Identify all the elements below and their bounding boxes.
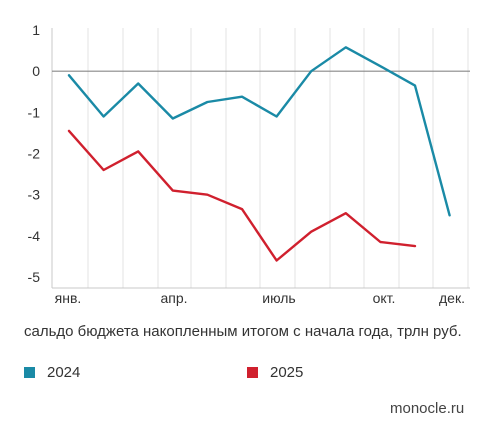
y-tick-label: -1 bbox=[28, 104, 41, 120]
legend-swatch-2025 bbox=[247, 367, 258, 378]
x-tick-label: дек. bbox=[439, 290, 465, 306]
legend-item-2025: 2025 bbox=[247, 364, 303, 381]
legend-label-2024: 2024 bbox=[47, 364, 81, 381]
legend-item-2024: 2024 bbox=[24, 364, 80, 381]
x-tick-labels: янв. апр. июль окт. дек. bbox=[55, 290, 465, 306]
x-tick-label: окт. bbox=[373, 290, 396, 306]
y-tick-label: -5 bbox=[28, 269, 41, 285]
line-chart: 1 0 -1 -2 -3 -4 -5 янв. апр. июль окт. дек. bbox=[28, 22, 470, 306]
y-tick-labels: 1 0 -1 -2 -3 -4 -5 bbox=[28, 22, 41, 285]
x-tick-label: апр. bbox=[160, 290, 187, 306]
y-tick-label: 0 bbox=[32, 63, 40, 79]
legend-label-2025: 2025 bbox=[270, 364, 304, 381]
series-lines bbox=[67, 46, 451, 262]
y-tick-label: -4 bbox=[28, 228, 41, 244]
series-line-2025 bbox=[67, 129, 417, 262]
source-label: monocle.ru bbox=[390, 400, 465, 417]
x-tick-label: июль bbox=[262, 290, 295, 306]
y-tick-label: 1 bbox=[32, 22, 40, 38]
series-line-2024 bbox=[67, 46, 451, 217]
y-tick-label: -3 bbox=[28, 187, 41, 203]
x-tick-label: янв. bbox=[55, 290, 82, 306]
chart-caption: сальдо бюджета накопленным итогом с нача… bbox=[24, 323, 462, 340]
legend-swatch-2024 bbox=[24, 367, 35, 378]
y-tick-label: -2 bbox=[28, 146, 41, 162]
